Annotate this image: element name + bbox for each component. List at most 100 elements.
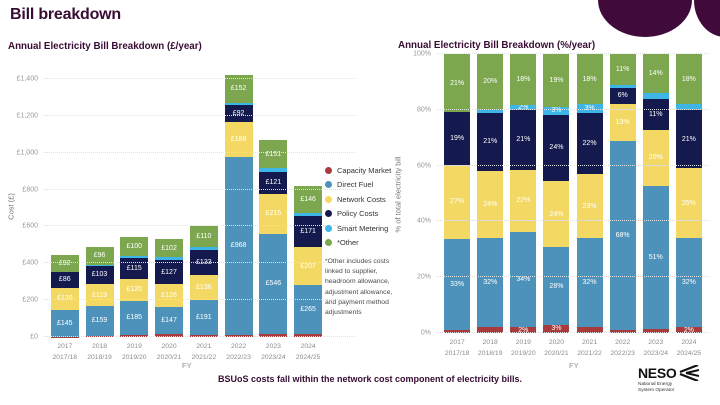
x-tick-label: 2020 2020/21 (156, 343, 182, 361)
segment-value-label: 19% (549, 76, 564, 84)
bars-container: £145 £120 £86 £92 2017 2017/18 £159 £119 £103 £9… (44, 74, 329, 361)
x-tick-label: 2021 2021/22 (191, 343, 217, 361)
segment-value-label: £115 (126, 264, 142, 272)
segment-value-label: £126 (161, 291, 177, 299)
segment-other: £102 (155, 238, 184, 258)
bar-stack: 2% 32% 25% 21% 18% (675, 54, 702, 334)
legend-item-label: Policy Costs (337, 209, 379, 219)
segment-value-label: 68% (615, 231, 630, 239)
segment-value-label: £265 (300, 306, 316, 314)
segment-smart-metering (642, 93, 669, 99)
segment-value-label: £92 (58, 259, 71, 267)
x-tick-label: 2022 2022/23 (610, 339, 635, 357)
segment-policy-costs: 21% (510, 110, 537, 170)
segment-capacity-market (444, 330, 471, 333)
legend: Capacity Market Direct Fuel Network Costs P… (325, 163, 391, 250)
segment-value-label: £147 (161, 317, 177, 325)
segment-value-label: 18% (681, 75, 696, 83)
legend-item-label: Network Costs (337, 194, 386, 204)
segment-smart-metering (85, 264, 114, 266)
segment-policy-costs: 11% (642, 98, 669, 130)
y-tick-label: £1,000 (16, 149, 38, 157)
segment-other: £152 (224, 74, 253, 103)
segment-value-label: 3% (551, 107, 562, 115)
segment-network-costs: £215 (259, 194, 288, 234)
gridline (437, 53, 709, 54)
bar-2020-21: 3% 28% 24% 24% 3% 19% 2020 2020/21 (543, 54, 570, 357)
bar-stack: £265 £207 £171 £146 (294, 79, 323, 337)
segment-direct-fuel: 28% (543, 247, 570, 325)
segment-policy-costs: £86 (50, 271, 79, 288)
neso-logo-text: NESO (638, 365, 677, 381)
segment-other: £100 (120, 237, 149, 256)
y-tick-label: 60% (416, 162, 431, 170)
legend-item-label: *Other (337, 238, 359, 248)
x-tick-label: 2023 2023/24 (643, 339, 669, 357)
segment-smart-metering: 3% (576, 104, 603, 113)
gridline (44, 225, 356, 227)
segment-value-label: 2% (683, 326, 694, 334)
segment-direct-fuel: £185 (120, 300, 149, 335)
segment-value-label: 27% (450, 198, 465, 206)
segment-value-label: 24% (483, 201, 498, 209)
x-tick-label: 2018 2018/19 (477, 339, 503, 357)
segment-smart-metering (477, 109, 504, 113)
page-title: Bill breakdown (10, 6, 121, 23)
segment-value-label: £127 (161, 268, 177, 276)
segment-other: 14% (642, 54, 669, 94)
gridline (437, 108, 709, 110)
segment-capacity-market (155, 334, 184, 337)
bar-2018-19: £159 £119 £103 £96 2018 2018/19 (85, 79, 114, 361)
y-tick-label: £0 (30, 333, 38, 341)
segment-value-label: £120 (126, 286, 143, 294)
bar-stack: 33% 27% 19% 21% (444, 54, 471, 333)
x-tick-label: 2024 2024/25 (295, 343, 321, 361)
segment-value-label: 3% (551, 325, 562, 333)
bar-2017-18: £145 £120 £86 £92 2017 2017/18 (50, 79, 79, 361)
x-axis-title-pct: FY (569, 361, 579, 370)
x-tick-label: 2023 2023/24 (261, 343, 286, 361)
bar-2019-20: £185 £120 £115 £100 2019 2019/20 (120, 79, 149, 361)
segment-value-label: 32% (681, 279, 696, 287)
y-tick-label: 40% (416, 217, 431, 225)
segment-value-label: £171 (300, 227, 316, 235)
plot-area-pct: 33% 27% 19% 21% 2017 2017/18 32% 24% 21% 20% 2018… (413, 51, 709, 357)
neso-logo-subtitle: National Energy System Operator (638, 382, 675, 394)
segment-direct-fuel: £265 (294, 285, 323, 335)
segment-other: 18% (510, 54, 537, 105)
legend-item-label: Direct Fuel (337, 180, 374, 190)
segment-value-label: £215 (265, 210, 282, 218)
y-tick-label: £200 (22, 296, 38, 304)
segment-network-costs: £126 (155, 283, 184, 307)
x-tick-label: 2021 2021/22 (577, 339, 602, 357)
segment-network-costs: 25% (675, 168, 702, 239)
x-tick-label: 2018 2018/19 (87, 343, 112, 361)
segment-other: £110 (189, 226, 218, 247)
segment-smart-metering (259, 168, 288, 172)
segment-value-label: £100 (126, 242, 143, 250)
segment-other: 19% (543, 54, 570, 107)
segment-value-label: £120 (56, 295, 73, 303)
gridline (437, 276, 709, 278)
segment-direct-fuel: £147 (155, 306, 184, 335)
segment-value-label: 22% (516, 197, 531, 205)
bar-2021-22: 32% 23% 22% 3% 18% 2021 2021/22 (576, 54, 603, 357)
segment-smart-metering (224, 102, 253, 106)
segment-direct-fuel: £159 (85, 306, 114, 336)
segment-network-costs: 23% (576, 174, 603, 239)
legend-color-dot (325, 195, 332, 203)
segment-value-label: 32% (582, 279, 597, 287)
segment-network-costs: 24% (477, 171, 504, 239)
segment-value-label: £119 (92, 291, 108, 299)
x-tick-label: 2019 2019/20 (511, 339, 536, 357)
segment-policy-costs: £121 (259, 171, 288, 195)
segment-value-label: £102 (161, 244, 177, 252)
gridline (44, 188, 356, 190)
segment-value-label: £103 (91, 271, 108, 279)
gridline (437, 332, 709, 333)
legend-item-capacity-market: Capacity Market (325, 163, 391, 178)
segment-policy-costs: £127 (155, 260, 184, 284)
segment-network-costs: 13% (609, 104, 636, 141)
segment-policy-costs: 6% (609, 87, 636, 105)
segment-value-label: £86 (58, 276, 71, 284)
